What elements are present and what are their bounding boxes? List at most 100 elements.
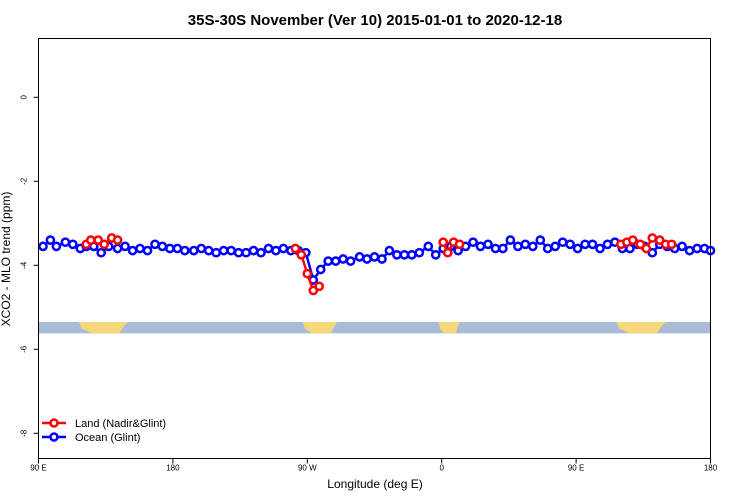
- data-point-ocean: [362, 254, 372, 264]
- data-point-ocean: [263, 243, 274, 254]
- data-point-land: [112, 235, 123, 245]
- data-point-land: [641, 243, 652, 254]
- data-point-ocean: [505, 235, 516, 245]
- data-point-ocean: [112, 243, 123, 254]
- series-land: [81, 233, 677, 296]
- data-point-ocean: [483, 239, 493, 250]
- y-tick-label: -6: [20, 345, 29, 353]
- data-point-ocean: [430, 249, 441, 260]
- data-point-ocean: [345, 256, 356, 266]
- data-point-ocean: [127, 245, 138, 256]
- data-point-ocean: [490, 243, 501, 254]
- x-axis: 90 E 180 90 W 0 90 E 180: [30, 458, 718, 473]
- legend-land-label: Land (Nadir&Glint): [75, 418, 166, 430]
- plot-frame: [38, 38, 711, 459]
- data-point-ocean: [203, 245, 214, 256]
- data-point-ocean: [150, 239, 160, 250]
- data-point-ocean: [392, 249, 402, 260]
- data-point-ocean: [513, 241, 523, 252]
- legend: Land (Nadir&Glint) Ocean (Glint): [42, 418, 166, 444]
- data-point-ocean: [565, 239, 575, 250]
- data-point-ocean: [135, 243, 145, 254]
- data-point-ocean: [211, 247, 222, 258]
- x-tick-label: 180: [166, 464, 180, 473]
- data-point-ocean: [96, 247, 107, 258]
- data-point-ocean: [188, 245, 199, 256]
- data-point-ocean: [692, 243, 702, 254]
- data-point-ocean: [248, 245, 259, 256]
- y-axis: 0 -2 -4 -6 -8: [20, 95, 39, 437]
- x-tick-label: 90 W: [298, 464, 317, 473]
- data-point-ocean: [278, 243, 289, 254]
- data-point-land: [442, 247, 453, 258]
- map-land-3: [616, 322, 666, 334]
- data-point-ocean: [226, 245, 236, 256]
- data-point-ocean: [172, 243, 183, 254]
- map-ocean: [39, 322, 710, 334]
- x-tick-label: 90 E: [30, 464, 46, 473]
- data-point-ocean: [45, 235, 56, 245]
- legend-ocean-marker: [49, 432, 59, 442]
- data-point-ocean: [323, 256, 334, 266]
- data-point-ocean: [542, 243, 553, 254]
- data-point-ocean: [468, 237, 478, 248]
- data-point-ocean: [369, 252, 380, 262]
- series-layer: [38, 233, 716, 296]
- data-point-ocean: [423, 241, 434, 252]
- series-ocean: [38, 235, 716, 285]
- data-point-ocean: [527, 241, 538, 252]
- data-point-ocean: [330, 256, 341, 266]
- data-point-land: [454, 239, 465, 250]
- data-point-ocean: [271, 245, 281, 256]
- data-point-ocean: [60, 237, 71, 248]
- data-point-ocean: [399, 249, 410, 260]
- data-point-ocean: [602, 239, 613, 250]
- y-tick-label: -2: [20, 177, 29, 185]
- data-point-ocean: [406, 249, 417, 260]
- data-point-land: [296, 249, 307, 260]
- y-tick-label: 0: [20, 95, 29, 100]
- data-point-ocean: [354, 252, 365, 262]
- data-point-land: [666, 239, 677, 250]
- y-tick-label: -8: [20, 429, 29, 437]
- data-point-ocean: [580, 239, 590, 250]
- map-strip: [39, 322, 710, 334]
- data-point-ocean: [520, 239, 531, 250]
- data-point-land: [627, 235, 638, 245]
- data-point-land: [99, 239, 110, 250]
- data-point-land: [438, 237, 449, 248]
- data-point-ocean: [196, 243, 207, 254]
- y-axis-label: XCO2 - MLO trend (ppm): [0, 192, 13, 327]
- data-point-ocean: [51, 241, 62, 252]
- legend-land-marker: [49, 418, 59, 428]
- map-land-2: [438, 322, 460, 334]
- x-tick-label: 180: [704, 464, 718, 473]
- data-point-ocean: [595, 243, 605, 254]
- data-point-ocean: [550, 241, 561, 252]
- x-axis-label: Longitude (deg E): [327, 477, 422, 491]
- data-point-ocean: [587, 239, 598, 250]
- chart-title: 35S-30S November (Ver 10) 2015-01-01 to …: [188, 12, 562, 29]
- data-point-ocean: [557, 237, 568, 248]
- data-point-ocean: [179, 245, 190, 256]
- data-point-land: [647, 233, 658, 243]
- data-point-land: [85, 235, 96, 245]
- data-point-ocean: [120, 241, 130, 252]
- data-point-ocean: [677, 241, 687, 252]
- data-point-ocean: [315, 264, 326, 275]
- map-land-0: [78, 322, 129, 334]
- data-point-ocean: [165, 243, 175, 254]
- data-point-ocean: [142, 245, 153, 256]
- data-point-ocean: [38, 241, 48, 252]
- data-point-ocean: [338, 254, 348, 264]
- x-tick-label: 0: [439, 464, 444, 473]
- map-land-1: [302, 322, 338, 334]
- data-point-land: [302, 268, 313, 279]
- data-point-ocean: [572, 243, 583, 254]
- data-point-ocean: [157, 241, 168, 252]
- data-point-ocean: [241, 247, 251, 258]
- data-point-ocean: [384, 245, 395, 256]
- data-point-ocean: [256, 247, 266, 258]
- data-point-ocean: [498, 243, 508, 254]
